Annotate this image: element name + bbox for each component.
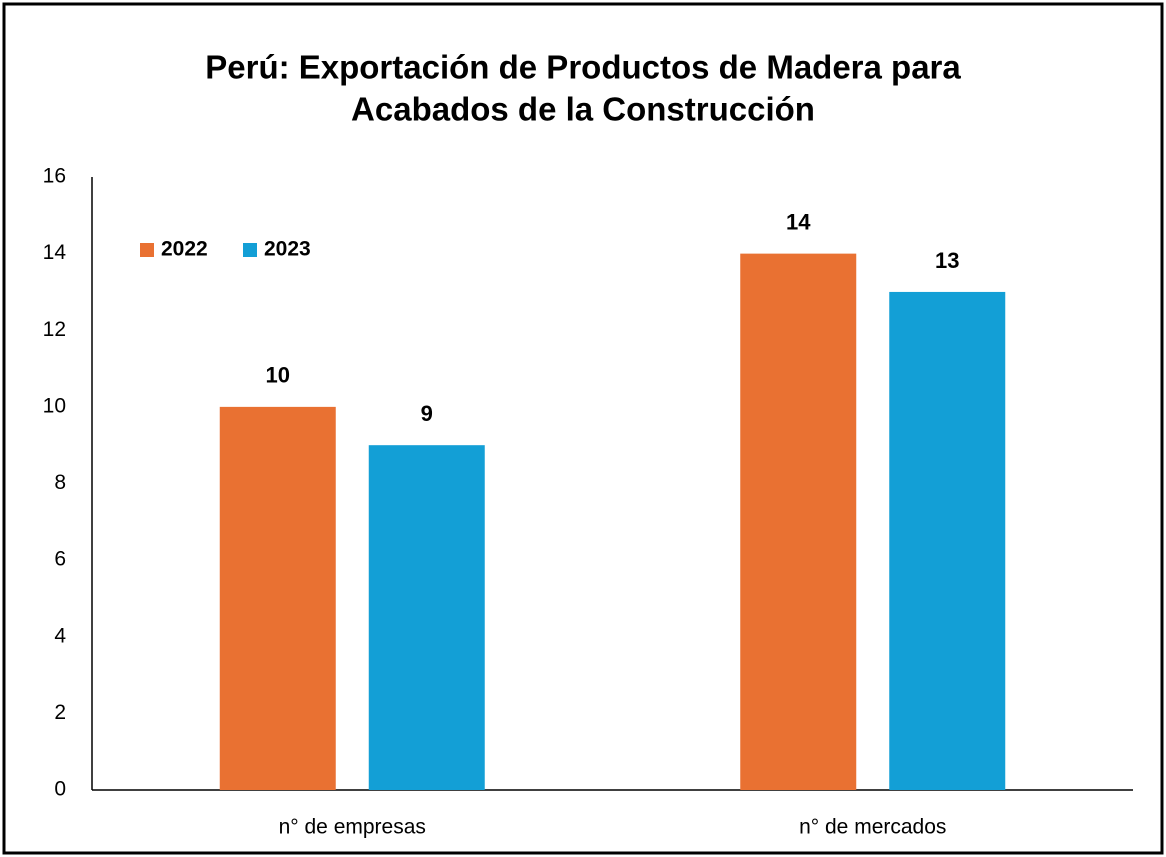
data-label: 14 [786, 209, 811, 234]
legend-marker [243, 243, 257, 257]
y-tick-label: 10 [43, 394, 66, 417]
legend-marker [140, 243, 154, 257]
data-label: 10 [266, 363, 290, 388]
data-label: 13 [935, 248, 959, 273]
y-tick-label: 4 [54, 624, 66, 647]
legend-label: 2023 [264, 238, 311, 261]
data-label: 9 [421, 401, 433, 426]
bar [889, 291, 1006, 790]
bar [219, 406, 336, 790]
bar [368, 445, 485, 790]
y-tick-label: 0 [54, 778, 66, 801]
legend-label: 2022 [161, 238, 208, 261]
y-tick-label: 8 [54, 471, 66, 494]
y-tick-label: 16 [43, 165, 66, 188]
y-tick-label: 2 [54, 701, 66, 724]
bar [740, 253, 857, 790]
y-tick-label: 14 [43, 241, 67, 264]
chart-title: Perú: Exportación de Productos de Madera… [205, 49, 961, 86]
y-tick-label: 6 [54, 548, 66, 571]
x-tick-label: n° de empresas [279, 816, 426, 839]
chart-title: Acabados de la Construcción [351, 91, 815, 128]
y-tick-label: 12 [43, 318, 66, 341]
x-tick-label: n° de mercados [799, 816, 946, 839]
